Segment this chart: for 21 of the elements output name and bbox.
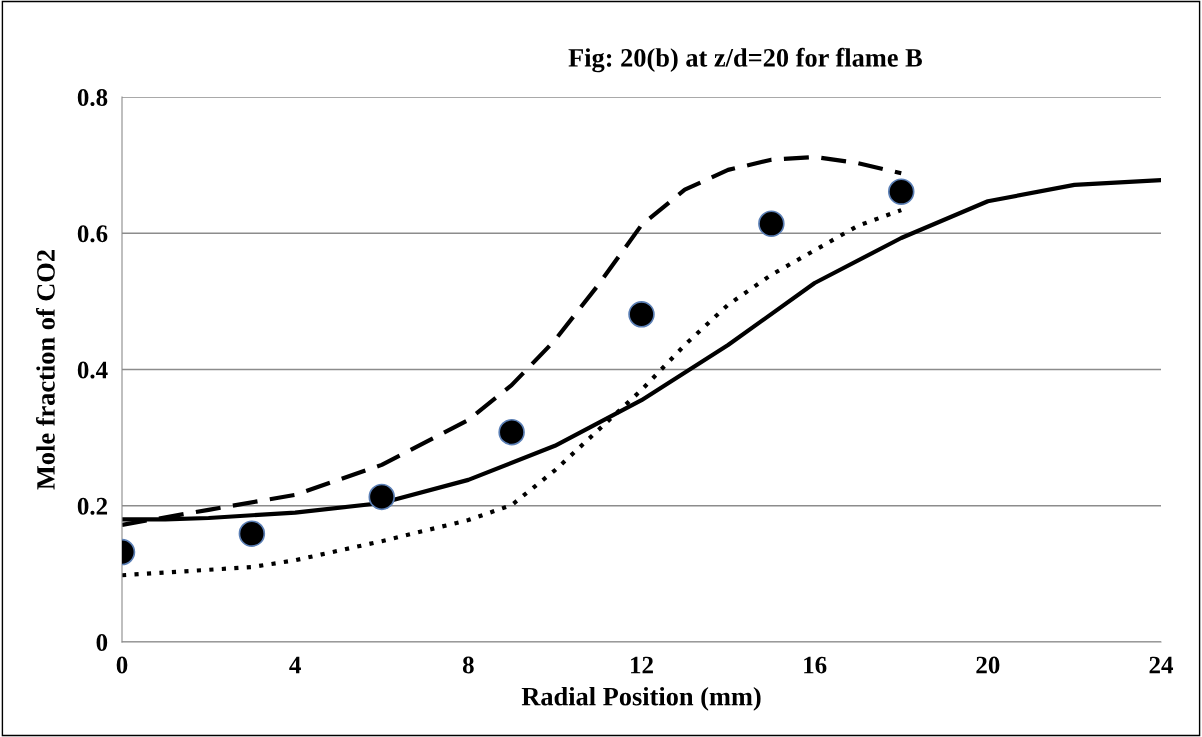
chart-title: Fig: 20(b) at z/d=20 for flame B	[568, 47, 922, 73]
point	[498, 418, 525, 446]
point	[238, 520, 266, 547]
y-tick-label: 0.2	[77, 497, 108, 515]
x-tick-label: 20	[976, 656, 1000, 674]
y-tick-label: 0	[96, 634, 108, 651]
x-tick-label: 12	[631, 656, 653, 674]
point	[368, 483, 396, 511]
point	[628, 301, 655, 328]
y-tick-label: 0.8	[77, 89, 108, 107]
x-tick-label: 24	[1149, 656, 1174, 674]
point	[887, 178, 915, 205]
y-tick-label: 0.4	[77, 361, 108, 379]
y-tick-label: 0.6	[77, 225, 108, 243]
x-axis-title: Radial Position (mm)	[521, 686, 761, 711]
point	[758, 210, 785, 237]
x-tick-label: 4	[289, 656, 301, 674]
x-tick-label: 8	[462, 656, 474, 674]
x-tick-label: 16	[804, 656, 827, 674]
x-tick-label: 0	[116, 656, 128, 674]
y-axis-title: Mole fraction of CO2	[36, 250, 55, 490]
